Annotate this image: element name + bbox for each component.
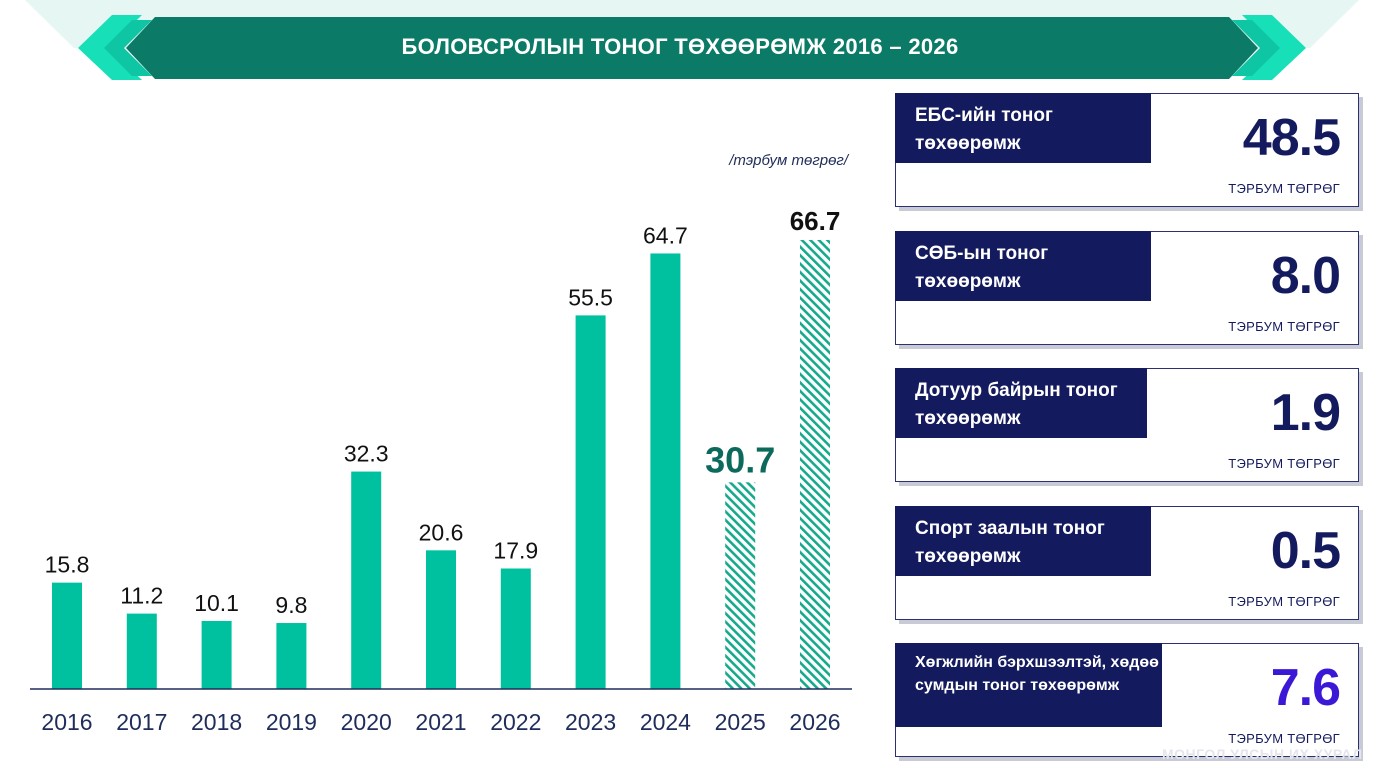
bar-2018 <box>201 621 232 689</box>
banner-left-chevron-inner <box>104 20 152 76</box>
bar-2025 <box>725 482 756 689</box>
x-tick-2021: 2021 <box>415 709 466 735</box>
summary-card: Хөгжлийн бэрхшээлтэй, хөдөө сумдын тоног… <box>895 643 1359 757</box>
bar-chart: 15.8 2016 11.2 2017 10.1 2018 9.8 2019 32.3 2020 2… <box>30 206 852 735</box>
x-tick-2020: 2020 <box>341 709 392 735</box>
summary-card: ЕБС-ийн тоног төхөөрөмж 48.5 ТЭРБУМ ТӨГРӨГ <box>895 93 1359 207</box>
bar-2024 <box>650 253 681 690</box>
card-unit: ТЭРБУМ ТӨГРӨГ <box>1228 731 1340 746</box>
value-label-2024: 64.7 <box>643 222 688 248</box>
value-label-2023: 55.5 <box>568 284 613 310</box>
bar-2019 <box>276 623 307 689</box>
value-label-2016: 15.8 <box>45 552 90 578</box>
x-tick-2025: 2025 <box>715 709 766 735</box>
value-label-2017: 11.2 <box>120 583 163 609</box>
card-label: СӨБ-ын тоног төхөөрөмж <box>895 231 1151 301</box>
x-tick-2018: 2018 <box>191 709 242 735</box>
banner-right-chevron-inner <box>1232 20 1280 76</box>
bar-2016 <box>52 582 82 689</box>
card-label: Хөгжлийн бэрхшээлтэй, хөдөө сумдын тоног… <box>895 643 1162 727</box>
card-value: 8.0 <box>1270 247 1341 305</box>
value-label-2018: 10.1 <box>194 590 239 616</box>
value-label-2025: 30.7 <box>705 439 775 480</box>
x-tick-2019: 2019 <box>266 709 317 735</box>
title-banner <box>25 0 1359 80</box>
value-label-2019: 9.8 <box>275 592 307 618</box>
value-label-2026: 66.7 <box>790 206 841 236</box>
banner-bar <box>126 17 1258 79</box>
card-unit: ТЭРБУМ ТӨГРӨГ <box>1228 181 1340 196</box>
summary-card: Спорт заалын тоног төхөөрөмж 0.5 ТЭРБУМ ТӨ… <box>895 506 1359 620</box>
card-unit: ТЭРБУМ ТӨГРӨГ <box>1228 594 1340 609</box>
card-unit: ТЭРБУМ ТӨГРӨГ <box>1228 319 1340 334</box>
bar-2020 <box>351 471 382 689</box>
x-tick-2017: 2017 <box>116 709 167 735</box>
x-tick-2024: 2024 <box>640 709 691 735</box>
watermark: МОНГОЛ УЛСЫН ИХ ХУРАЛ <box>1162 746 1363 762</box>
bar-2026 <box>800 240 830 689</box>
x-tick-2023: 2023 <box>565 709 616 735</box>
x-tick-2022: 2022 <box>490 709 541 735</box>
page-title: БОЛОВСРОЛЫН ТОНОГ ТӨХӨӨРӨМЖ 2016 – 2026 <box>401 34 959 59</box>
card-value: 1.9 <box>1270 384 1341 442</box>
x-tick-2026: 2026 <box>789 709 840 735</box>
card-value: 0.5 <box>1270 522 1341 580</box>
bar-2022 <box>500 568 531 689</box>
card-label: ЕБС-ийн тоног төхөөрөмж <box>895 93 1151 163</box>
banner-right-chevron-outer <box>1242 15 1306 80</box>
value-label-2021: 20.6 <box>419 519 464 545</box>
bars-layer: 15.8 2016 11.2 2017 10.1 2018 9.8 2019 32.3 2020 2… <box>41 206 840 735</box>
card-value: 48.5 <box>1242 109 1341 167</box>
card-label: Дотуур байрын тоног төхөөрөмж <box>895 368 1147 438</box>
bar-2017 <box>126 613 157 689</box>
chart-unit-label: /тэрбум төгрөг/ <box>729 152 848 169</box>
value-label-2020: 32.3 <box>344 441 389 467</box>
summary-card: СӨБ-ын тоног төхөөрөмж 8.0 ТЭРБУМ ТӨГРӨГ <box>895 231 1359 345</box>
x-tick-2016: 2016 <box>41 709 92 735</box>
value-label-2022: 17.9 <box>493 538 538 564</box>
bar-2021 <box>426 550 456 689</box>
summary-card: Дотуур байрын тоног төхөөрөмж 1.9 ТЭРБУМ Т… <box>895 368 1359 482</box>
banner-left-chevron-outer <box>78 15 142 80</box>
card-label: Спорт заалын тоног төхөөрөмж <box>895 506 1151 576</box>
bar-2023 <box>575 315 606 689</box>
card-unit: ТЭРБУМ ТӨГРӨГ <box>1228 456 1340 471</box>
card-value: 7.6 <box>1270 659 1341 717</box>
